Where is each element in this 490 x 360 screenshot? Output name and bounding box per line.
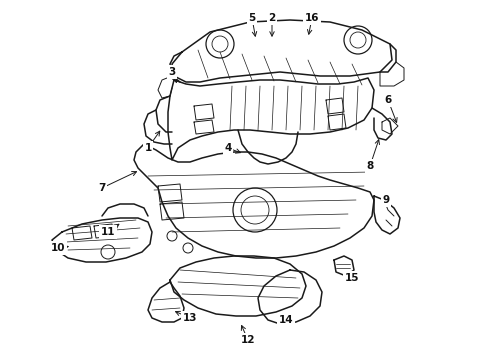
Text: 15: 15	[345, 273, 359, 283]
Text: 3: 3	[169, 67, 175, 77]
Text: 5: 5	[248, 13, 256, 23]
Text: 10: 10	[51, 243, 65, 253]
Text: 16: 16	[305, 13, 319, 23]
Text: 7: 7	[98, 183, 106, 193]
Text: 14: 14	[279, 315, 294, 325]
Text: 8: 8	[367, 161, 374, 171]
Text: 12: 12	[241, 335, 255, 345]
Text: 13: 13	[183, 313, 197, 323]
Text: 4: 4	[224, 143, 232, 153]
Text: 9: 9	[382, 195, 390, 205]
Text: 2: 2	[269, 13, 275, 23]
Text: 1: 1	[145, 143, 151, 153]
Text: 11: 11	[101, 227, 115, 237]
Text: 6: 6	[384, 95, 392, 105]
